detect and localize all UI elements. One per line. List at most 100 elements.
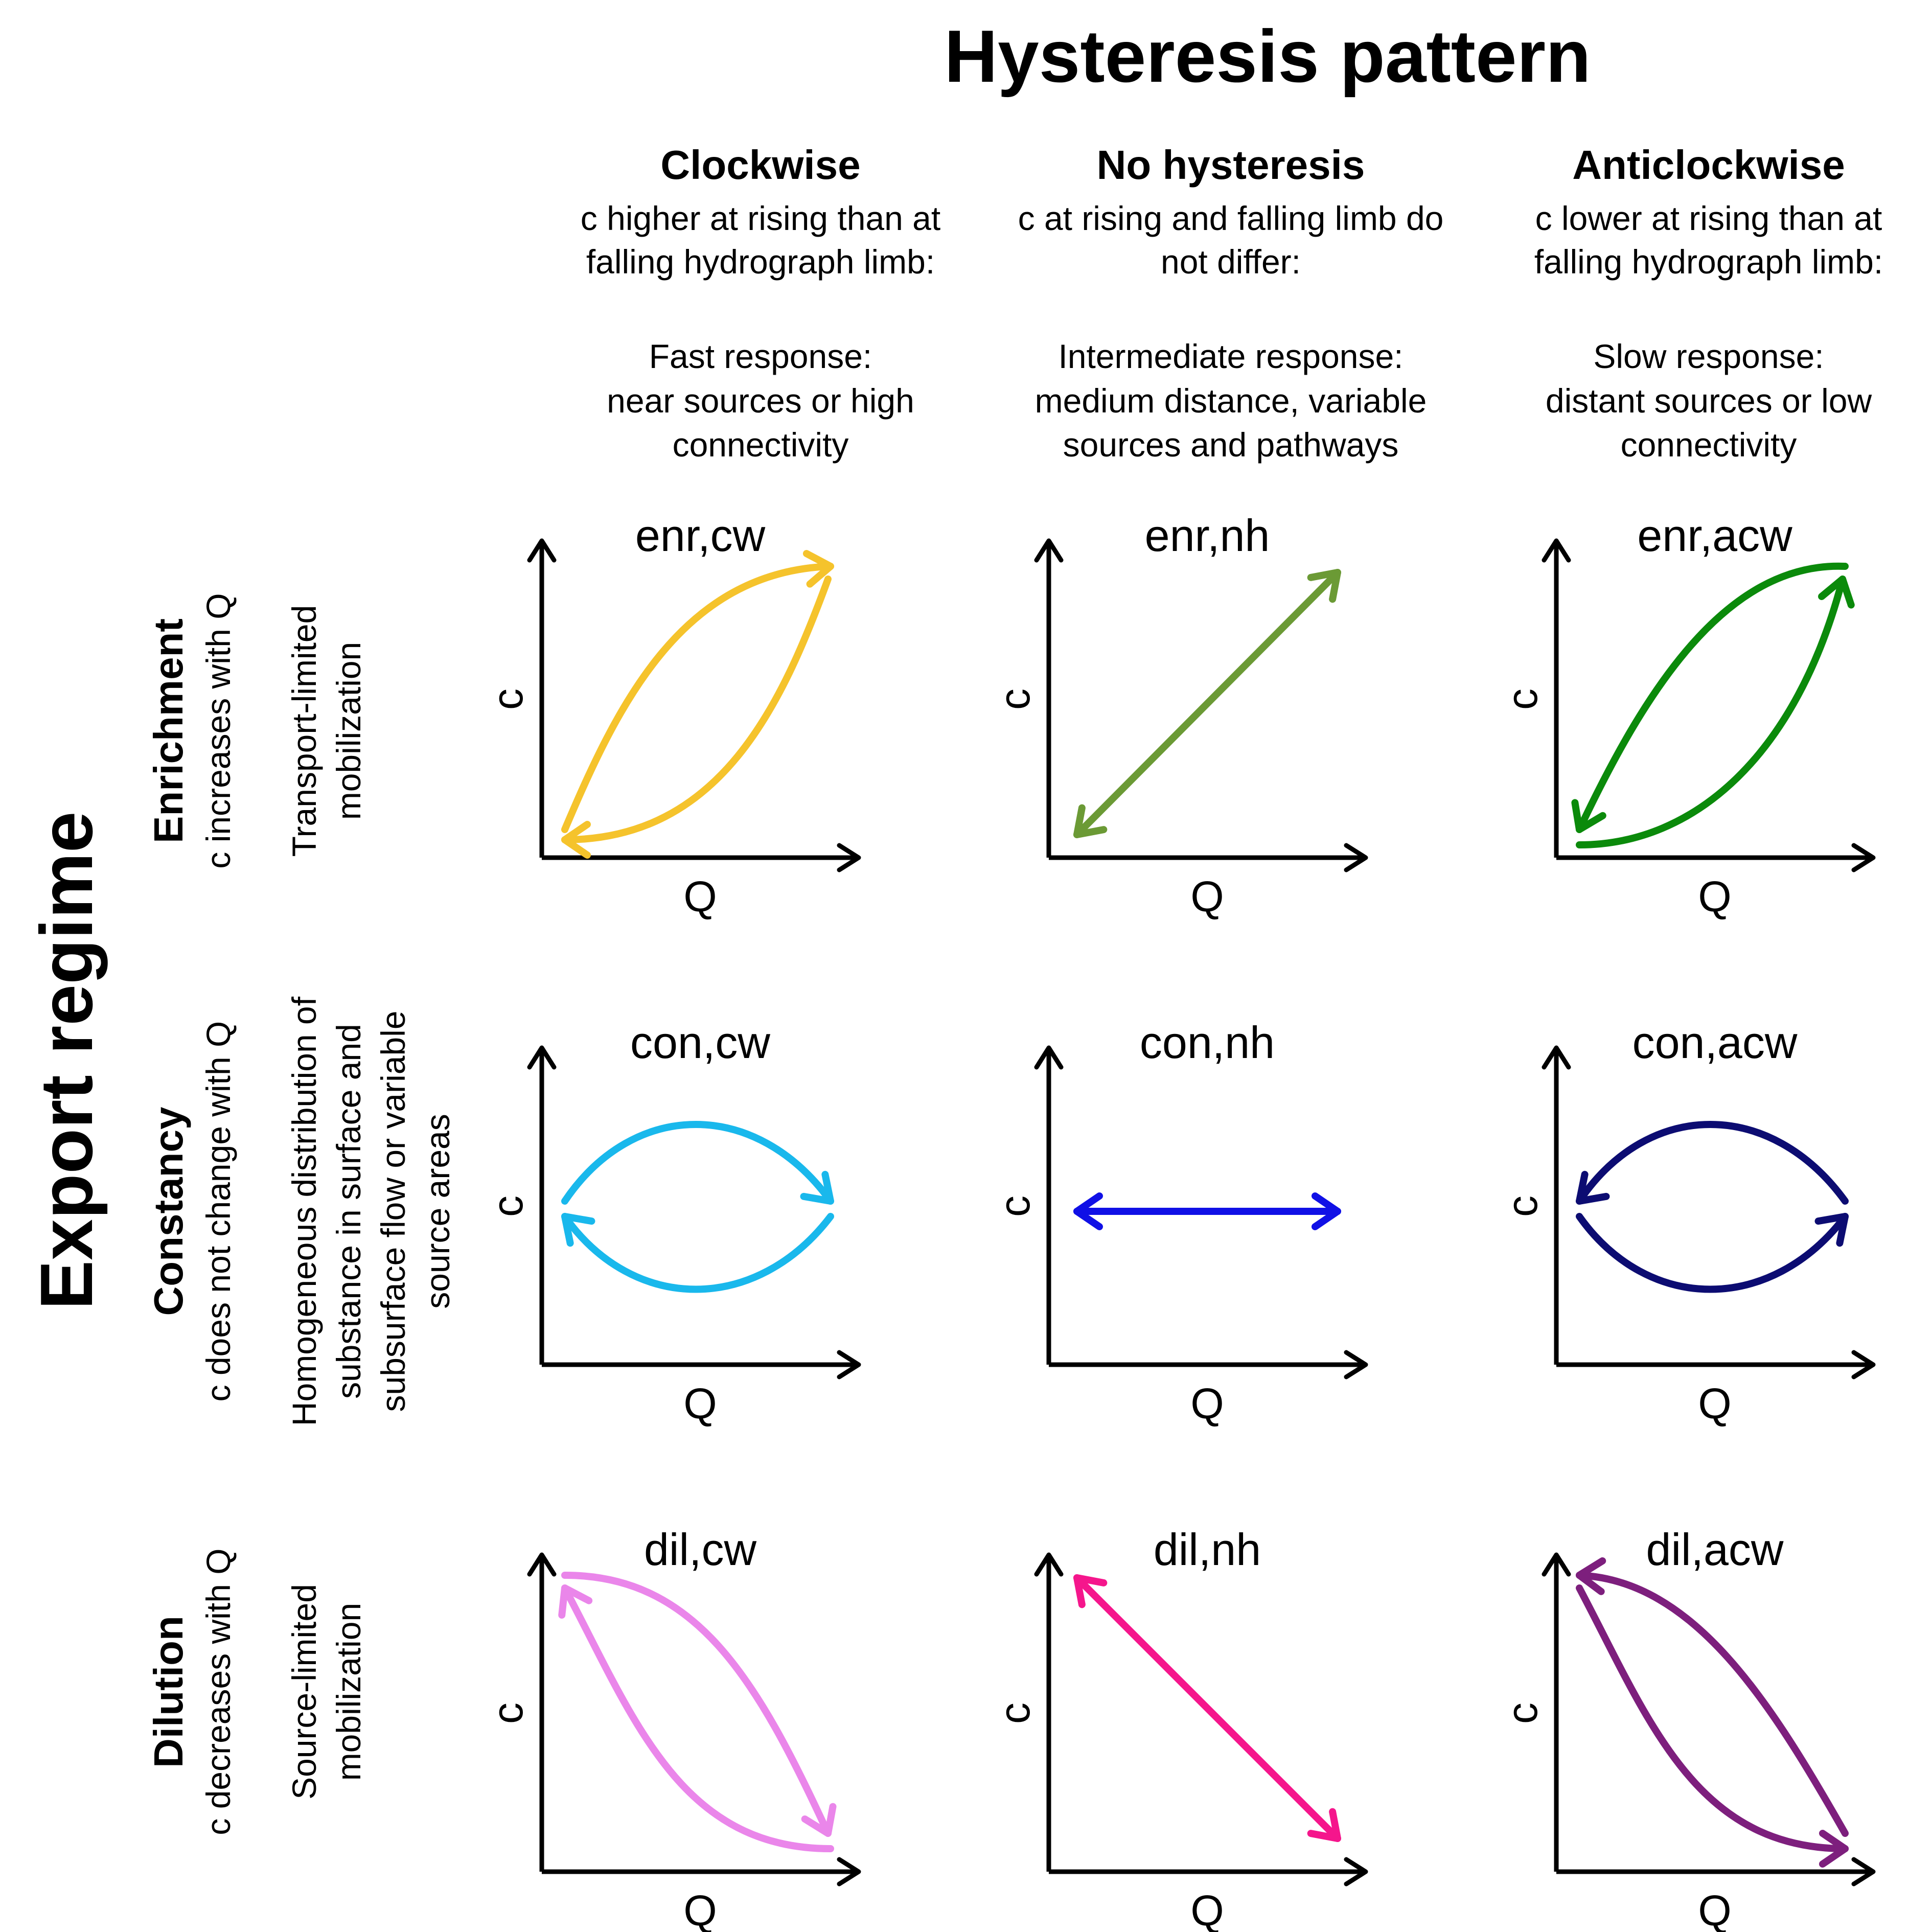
anticlockwise-loop-up-icon <box>1571 562 1855 848</box>
panel-label: con,nh <box>1140 1017 1275 1068</box>
arrowhead-icon <box>802 550 834 588</box>
y-axis-label: c <box>991 1195 1039 1217</box>
column-heading: Anticlockwise <box>1572 142 1845 188</box>
arrowhead-icon <box>1073 804 1108 838</box>
panel-label: dil,nh <box>1154 1524 1261 1575</box>
x-axis-label: Q <box>683 872 717 921</box>
panel-enr-nh: Qc enr,nh <box>991 510 1368 921</box>
y-axis-label: c <box>1498 1703 1546 1724</box>
row-heading: Dilution <box>146 1616 191 1768</box>
column-desc-line: c at rising and falling limb do <box>1018 199 1444 237</box>
row-mechanism-line: substance in surface and <box>330 1024 367 1399</box>
arrowhead-icon <box>1073 1574 1108 1608</box>
y-axis-label: c <box>1498 1195 1546 1217</box>
panel-grid: Qc enr,cw Qc enr,nh Qc enr,acw Qc con,cw Qc con,n… <box>484 510 1876 1932</box>
arrowhead-icon <box>1571 799 1606 833</box>
column-header-no-hysteresis: No hysteresis c at rising and falling li… <box>1018 142 1444 464</box>
panel-label: dil,cw <box>644 1524 756 1575</box>
hysteresis-curve <box>561 1572 832 1837</box>
column-desc-line: Fast response: <box>649 337 872 375</box>
arrowhead-icon <box>1814 1213 1849 1247</box>
clockwise-loop-down-icon <box>558 1572 837 1852</box>
column-desc-line: connectivity <box>673 426 849 464</box>
hysteresis-curve <box>1576 1584 1849 1852</box>
x-axis-label: Q <box>683 1379 717 1428</box>
column-desc-line: c lower at rising than at <box>1535 199 1882 237</box>
panel-label: enr,nh <box>1145 510 1270 561</box>
hysteresis-curve <box>1073 1574 1341 1842</box>
panel-label: enr,acw <box>1637 510 1792 561</box>
y-axis-label: c <box>991 1703 1039 1724</box>
row-mechanism-line: Homogeneous distribution of <box>285 996 323 1426</box>
panel-dil-acw: Qc dil,acw <box>1498 1524 1876 1932</box>
column-desc-line: connectivity <box>1621 426 1797 464</box>
row-mechanism-line: source areas <box>419 1114 456 1309</box>
x-axis-label: Q <box>1190 872 1224 921</box>
y-axis-label: c <box>1498 688 1546 710</box>
row-subheading: c does not change with Q <box>199 1021 237 1402</box>
panel-con-acw: Qc con,acw <box>1498 1017 1876 1428</box>
hysteresis-curve <box>561 576 832 843</box>
row-header-enrichment: Enrichment c increases with Q Transport-… <box>146 593 367 868</box>
anticlockwise-loop-down-icon <box>1576 1557 1849 1868</box>
row-mechanism-line: subsurface flow or variable <box>374 1010 412 1412</box>
y-axis-label: c <box>484 1195 532 1217</box>
x-axis-label: Q <box>683 1887 717 1932</box>
arrowhead-icon <box>801 1803 837 1837</box>
row-axis-title: Export regime <box>25 812 108 1310</box>
row-mechanism-line: mobilization <box>330 1603 367 1781</box>
x-axis-label: Q <box>1190 1887 1224 1932</box>
row-subheading: c increases with Q <box>199 593 237 868</box>
arrowhead-icon <box>1576 1170 1610 1205</box>
row-mechanism-line: Transport-limited <box>285 605 323 857</box>
hysteresis-curve <box>1073 569 1341 838</box>
hysteresis-curve <box>561 1121 834 1205</box>
y-axis-label: c <box>484 1703 532 1724</box>
column-desc-line: medium distance, variable <box>1035 382 1427 420</box>
column-header-clockwise: Clockwise c higher at rising than at fal… <box>581 142 940 464</box>
anticlockwise-loop-flat-icon <box>1576 1121 1849 1293</box>
column-desc-line: Slow response: <box>1593 337 1824 375</box>
y-axis-label: c <box>484 688 532 710</box>
hysteresis-curve <box>1576 1121 1849 1205</box>
arrowhead-icon <box>1312 1192 1341 1230</box>
panel-enr-acw: Qc enr,acw <box>1498 510 1876 921</box>
arrowhead-icon <box>561 1213 595 1247</box>
column-desc-line: not differ: <box>1161 243 1301 281</box>
arrowhead-icon <box>558 1584 593 1619</box>
column-desc-line: near sources or high <box>607 382 914 420</box>
arrowhead-icon <box>1307 569 1341 603</box>
column-desc-line: sources and pathways <box>1063 426 1399 464</box>
column-desc-line: falling hydrograph limb: <box>586 243 935 281</box>
hysteresis-curve <box>1576 1213 1849 1293</box>
hysteresis-curve <box>561 1584 834 1852</box>
hysteresis-curve <box>1576 576 1846 848</box>
clockwise-loop-flat-icon <box>561 1121 834 1293</box>
panel-label: con,cw <box>630 1017 770 1068</box>
column-desc-line: Intermediate response: <box>1058 337 1403 375</box>
column-desc-line: falling hydrograph limb: <box>1534 243 1883 281</box>
clockwise-loop-up-icon <box>561 550 834 859</box>
arrowhead-icon <box>1073 1192 1103 1230</box>
arrowhead-icon <box>1307 1808 1341 1842</box>
row-header-constancy: Constancy c does not change with Q Homog… <box>146 996 456 1426</box>
column-desc-line: c higher at rising than at <box>581 199 940 237</box>
y-axis-label: c <box>991 688 1039 710</box>
x-axis-label: Q <box>1190 1379 1224 1428</box>
panel-label: enr,cw <box>635 510 766 561</box>
x-axis-label: Q <box>1698 1887 1731 1932</box>
panel-con-cw: Qc con,cw <box>484 1017 861 1428</box>
column-header-anticlockwise: Anticlockwise c lower at rising than at … <box>1534 142 1883 464</box>
double-arrow-flat-icon <box>1073 1192 1341 1230</box>
row-subheading: c decreases with Q <box>199 1548 237 1835</box>
x-axis-label: Q <box>1698 872 1731 921</box>
row-mechanism-line: Source-limited <box>285 1584 323 1800</box>
main-title: Hysteresis pattern <box>944 15 1591 98</box>
column-heading: Clockwise <box>660 142 860 188</box>
panel-con-nh: Qc con,nh <box>991 1017 1368 1428</box>
row-heading: Enrichment <box>146 618 191 843</box>
row-heading: Constancy <box>146 1107 191 1316</box>
row-header-dilution: Dilution c decreases with Q Source-limit… <box>146 1548 367 1835</box>
arrowhead-icon <box>1576 1557 1606 1595</box>
